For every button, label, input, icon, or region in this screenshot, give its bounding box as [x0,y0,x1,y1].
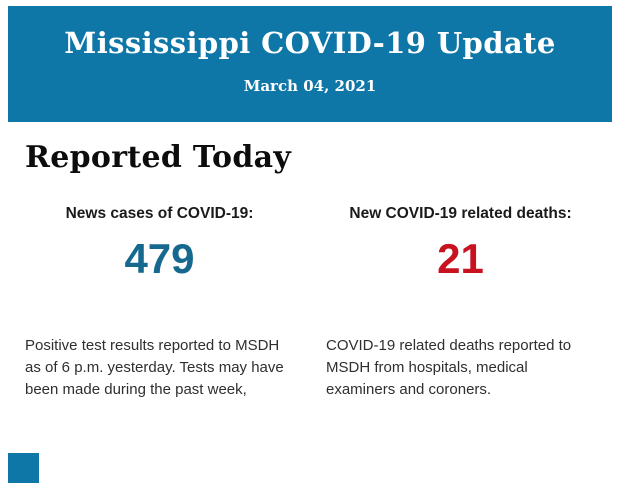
stat-new-deaths: New COVID-19 related deaths: 21 COVID-19… [326,205,595,401]
report-date: March 04, 2021 [243,77,377,95]
new-cases-value: 479 [124,235,195,282]
header-banner: Mississippi COVID-19 Update March 04, 20… [8,6,612,122]
new-deaths-label: New COVID-19 related deaths: [349,205,572,222]
stats-grid: News cases of COVID-19: 479 Positive tes… [25,205,595,401]
new-deaths-description: COVID-19 related deaths reported to MSDH… [326,337,572,398]
page-title: Mississippi COVID-19 Update [64,26,556,60]
section-title: Reported Today [25,140,292,175]
new-cases-label: News cases of COVID-19: [65,205,254,222]
partial-next-section-block [8,453,39,483]
new-deaths-value: 21 [437,235,484,282]
new-cases-description: Positive test results reported to MSDH a… [25,337,284,398]
stat-new-cases: News cases of COVID-19: 479 Positive tes… [25,205,294,401]
